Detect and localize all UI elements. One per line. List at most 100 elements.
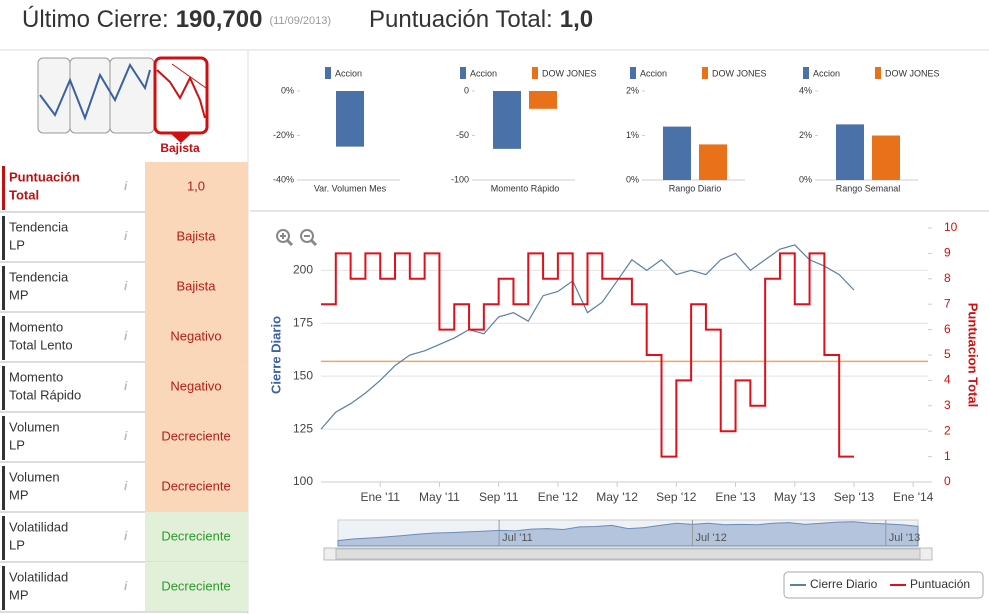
header-close-date: (11/09/2013)	[269, 15, 331, 27]
y-tick-label: 0	[464, 85, 469, 95]
score-value: Bajista	[176, 228, 216, 243]
info-icon: i	[124, 279, 128, 293]
score-label: LP	[9, 237, 25, 252]
x-tick-label: Sep '12	[656, 490, 697, 504]
score-label: Volumen	[9, 469, 60, 484]
info-icon: i	[124, 429, 128, 443]
score-cell	[145, 512, 248, 561]
x-label: Rango Semanal	[836, 183, 901, 193]
y2-tick-label: 8	[944, 271, 951, 285]
y-tick-label: -40%	[273, 174, 294, 184]
scroll-thumb[interactable]	[335, 548, 921, 560]
y-tick-label: 175	[293, 315, 313, 329]
score-label: Momento	[9, 319, 63, 334]
bar	[529, 91, 557, 109]
legend-swatch	[630, 67, 636, 79]
info-icon: i	[124, 579, 128, 593]
y-tick-label: 4%	[799, 85, 812, 95]
score-label: Total	[9, 187, 39, 202]
score-bar	[2, 316, 5, 360]
x-label: Momento Rápido	[491, 183, 560, 193]
y2-tick-label: 7	[944, 296, 951, 310]
y2-tick-label: 9	[944, 246, 951, 260]
info-icon: i	[124, 379, 128, 393]
bar	[493, 91, 521, 149]
score-bar	[2, 516, 5, 560]
score-label: Total Rápido	[9, 387, 81, 402]
score-label: MP	[9, 587, 29, 602]
score-label: Tendencia	[9, 219, 69, 234]
navigator-label: Jul '13	[889, 532, 920, 544]
navigator-area	[337, 521, 919, 547]
legend-swatch	[532, 67, 538, 79]
score-cell	[145, 462, 248, 511]
navigator-label: Jul '11	[502, 532, 533, 544]
bar	[836, 124, 864, 180]
x-tick-label: Sep '11	[479, 490, 519, 504]
x-tick-label: Sep '13	[834, 490, 875, 504]
score-label: Tendencia	[9, 269, 69, 284]
score-label: Volatilidad	[9, 519, 68, 534]
y2-tick-label: 4	[944, 373, 951, 387]
y-tick-label: 0%	[799, 174, 812, 184]
header-score-value: 1,0	[560, 6, 593, 33]
y-tick-label: 125	[293, 421, 313, 435]
score-bar	[2, 466, 5, 510]
bar	[699, 144, 727, 180]
y2-tick-label: 6	[944, 322, 951, 336]
legend-swatch	[460, 67, 466, 79]
score-label: Total Lento	[9, 337, 73, 352]
y-tick-label: 0%	[626, 174, 639, 184]
legend-label: DOW JONES	[885, 68, 940, 78]
x-tick-label: Ene '13	[715, 490, 756, 504]
y2-tick-label: 5	[944, 347, 951, 361]
header-score-label: Puntuación Total:	[369, 6, 553, 33]
x-tick-label: May '12	[596, 490, 638, 504]
score-value: Negativo	[170, 378, 221, 393]
y2-tick-label: 3	[944, 398, 951, 412]
y-tick-label: 200	[293, 263, 313, 277]
info-icon: i	[124, 179, 128, 193]
legend-label: Accion	[640, 68, 667, 78]
y-tick-label: 1%	[626, 130, 639, 140]
score-value: Decreciente	[161, 478, 230, 493]
score-cell	[145, 362, 248, 411]
score-label: Momento	[9, 369, 63, 384]
y2-tick-label: 10	[944, 220, 958, 234]
header-close-label: Último Cierre:	[22, 6, 169, 33]
legend-swatch	[803, 67, 809, 79]
header: Último Cierre: 190,700 (11/09/2013) Puntuac…	[22, 6, 593, 33]
legend-swatch	[325, 67, 331, 79]
x-tick-label: Ene '14	[893, 490, 934, 504]
y-tick-label: 150	[293, 368, 313, 382]
y-tick-label: 100	[293, 474, 313, 488]
legend-box	[783, 571, 984, 599]
y-tick-label: 2%	[626, 85, 639, 95]
bar	[663, 126, 691, 180]
legend-label: DOW JONES	[712, 68, 767, 78]
x-label: Rango Diario	[669, 183, 722, 193]
score-label: Puntuación	[9, 169, 80, 184]
y2-tick-label: 0	[944, 474, 951, 488]
y-axis-label: Cierre Diario	[268, 316, 283, 394]
legend-label: DOW JONES	[542, 68, 597, 78]
score-cell	[145, 212, 248, 261]
score-label: MP	[9, 487, 29, 502]
x-label: Var. Volumen Mes	[314, 183, 387, 193]
score-bar	[2, 366, 5, 410]
legend-label: Accion	[335, 68, 362, 78]
info-icon: i	[124, 479, 128, 493]
score-bar	[2, 566, 5, 610]
line-series	[320, 244, 855, 430]
score-cell	[145, 412, 248, 461]
legend-label: Cierre Diario	[810, 577, 878, 591]
trend-label: Bajista	[160, 141, 200, 155]
score-label: Volumen	[9, 419, 60, 434]
zoom-icons[interactable]	[276, 229, 318, 247]
line-series	[321, 252, 854, 458]
bar	[336, 91, 364, 147]
score-cell	[145, 562, 248, 611]
y-tick-label: -20%	[273, 130, 294, 140]
y-tick-label: -50	[456, 130, 469, 140]
